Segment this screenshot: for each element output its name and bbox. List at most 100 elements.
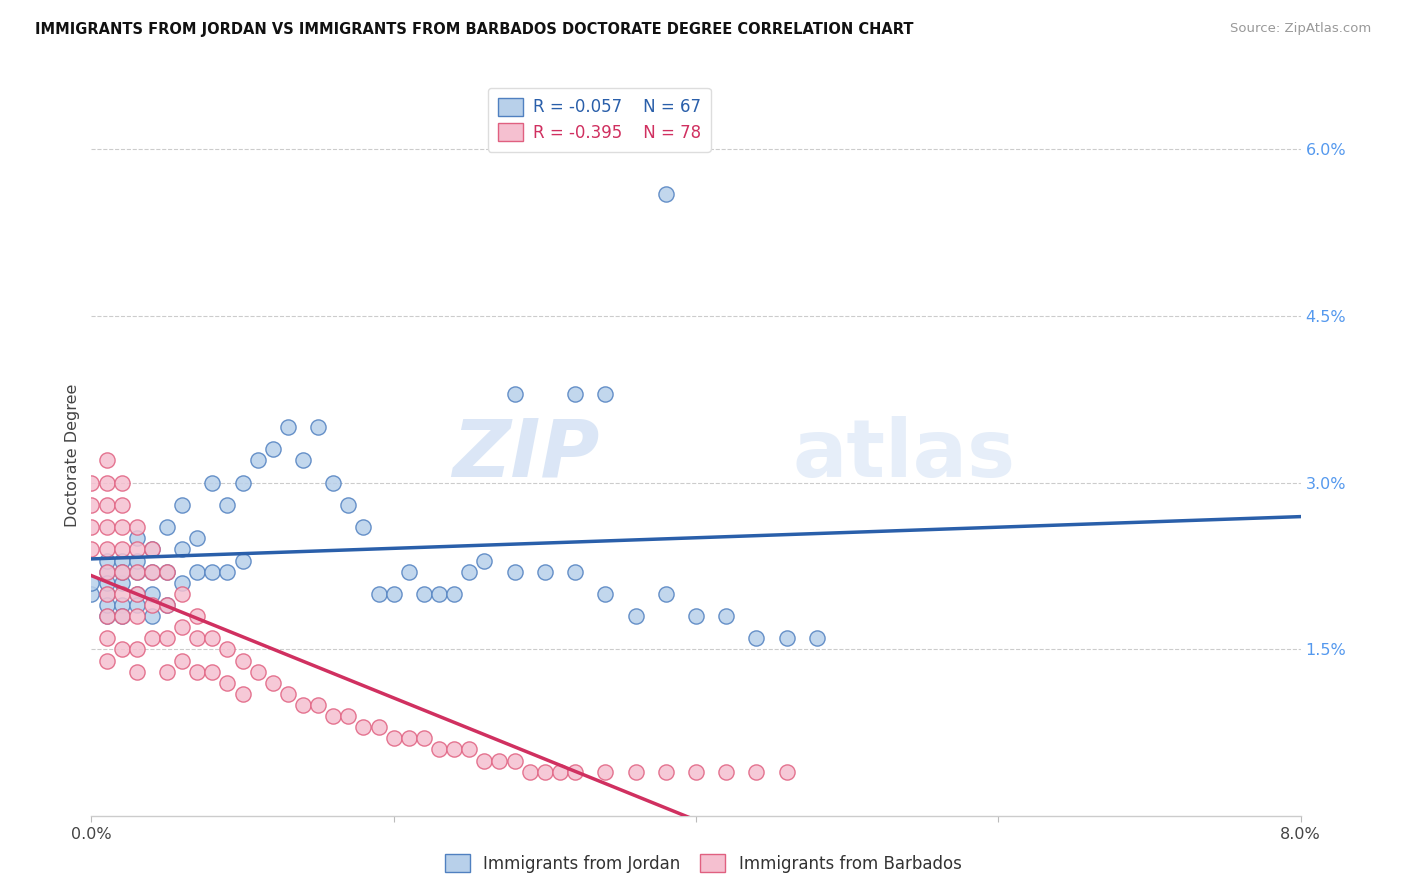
Text: IMMIGRANTS FROM JORDAN VS IMMIGRANTS FROM BARBADOS DOCTORATE DEGREE CORRELATION : IMMIGRANTS FROM JORDAN VS IMMIGRANTS FRO… <box>35 22 914 37</box>
Point <box>96 542 118 557</box>
Point <box>172 654 194 668</box>
Point <box>322 475 344 490</box>
Point <box>111 520 132 534</box>
Point <box>125 587 148 601</box>
Point <box>427 742 450 756</box>
Point <box>776 632 799 646</box>
Point <box>111 498 132 512</box>
Point <box>458 565 481 579</box>
Point <box>96 553 118 567</box>
Y-axis label: Doctorate Degree: Doctorate Degree <box>65 384 80 526</box>
Point <box>624 764 647 779</box>
Point <box>80 498 103 512</box>
Point <box>564 565 586 579</box>
Point <box>231 553 253 567</box>
Point <box>307 420 329 434</box>
Point <box>156 632 179 646</box>
Point <box>96 453 118 467</box>
Point <box>217 675 239 690</box>
Point <box>125 665 148 679</box>
Point <box>503 565 526 579</box>
Point <box>443 742 465 756</box>
Point <box>96 598 118 612</box>
Point <box>80 542 103 557</box>
Point <box>125 542 148 557</box>
Point <box>533 565 555 579</box>
Point <box>427 587 450 601</box>
Point <box>186 609 208 624</box>
Point <box>201 632 224 646</box>
Point <box>548 764 571 779</box>
Point <box>352 720 374 734</box>
Point <box>382 731 405 746</box>
Point <box>472 754 495 768</box>
Point <box>141 565 163 579</box>
Point <box>80 475 103 490</box>
Point <box>156 565 179 579</box>
Point <box>141 542 163 557</box>
Point <box>624 609 647 624</box>
Point <box>503 754 526 768</box>
Point <box>217 498 239 512</box>
Point <box>292 698 315 712</box>
Point <box>443 587 465 601</box>
Point <box>141 609 163 624</box>
Point <box>96 609 118 624</box>
Text: ZIP: ZIP <box>451 416 599 494</box>
Point <box>714 609 737 624</box>
Point <box>186 632 208 646</box>
Point <box>654 186 676 201</box>
Point <box>141 542 163 557</box>
Legend: Immigrants from Jordan, Immigrants from Barbados: Immigrants from Jordan, Immigrants from … <box>437 847 969 880</box>
Point <box>172 587 194 601</box>
Point <box>172 575 194 590</box>
Point <box>111 553 132 567</box>
Point <box>413 587 436 601</box>
Point <box>125 598 148 612</box>
Point <box>96 587 118 601</box>
Point <box>231 654 253 668</box>
Point <box>125 553 148 567</box>
Point <box>246 665 269 679</box>
Point <box>685 609 707 624</box>
Point <box>745 764 768 779</box>
Point <box>186 665 208 679</box>
Point <box>217 642 239 657</box>
Point <box>80 587 103 601</box>
Point <box>156 598 179 612</box>
Legend: R = -0.057    N = 67, R = -0.395    N = 78: R = -0.057 N = 67, R = -0.395 N = 78 <box>488 87 711 152</box>
Text: Source: ZipAtlas.com: Source: ZipAtlas.com <box>1230 22 1371 36</box>
Point <box>595 764 617 779</box>
Point <box>111 565 132 579</box>
Point <box>262 675 284 690</box>
Point <box>186 565 208 579</box>
Point <box>472 553 495 567</box>
Point <box>172 620 194 634</box>
Point <box>277 687 299 701</box>
Point <box>96 632 118 646</box>
Point <box>96 654 118 668</box>
Point <box>322 709 344 723</box>
Point <box>292 453 315 467</box>
Point <box>413 731 436 746</box>
Point <box>141 565 163 579</box>
Point <box>714 764 737 779</box>
Point <box>156 565 179 579</box>
Point <box>246 453 269 467</box>
Point <box>519 764 541 779</box>
Point <box>125 642 148 657</box>
Point <box>111 609 132 624</box>
Point <box>96 475 118 490</box>
Point <box>337 498 360 512</box>
Point <box>367 720 389 734</box>
Point <box>96 609 118 624</box>
Point <box>776 764 799 779</box>
Point <box>564 764 586 779</box>
Point <box>96 498 118 512</box>
Point <box>125 531 148 545</box>
Point <box>685 764 707 779</box>
Point <box>201 565 224 579</box>
Point <box>156 665 179 679</box>
Point <box>201 475 224 490</box>
Point <box>533 764 555 779</box>
